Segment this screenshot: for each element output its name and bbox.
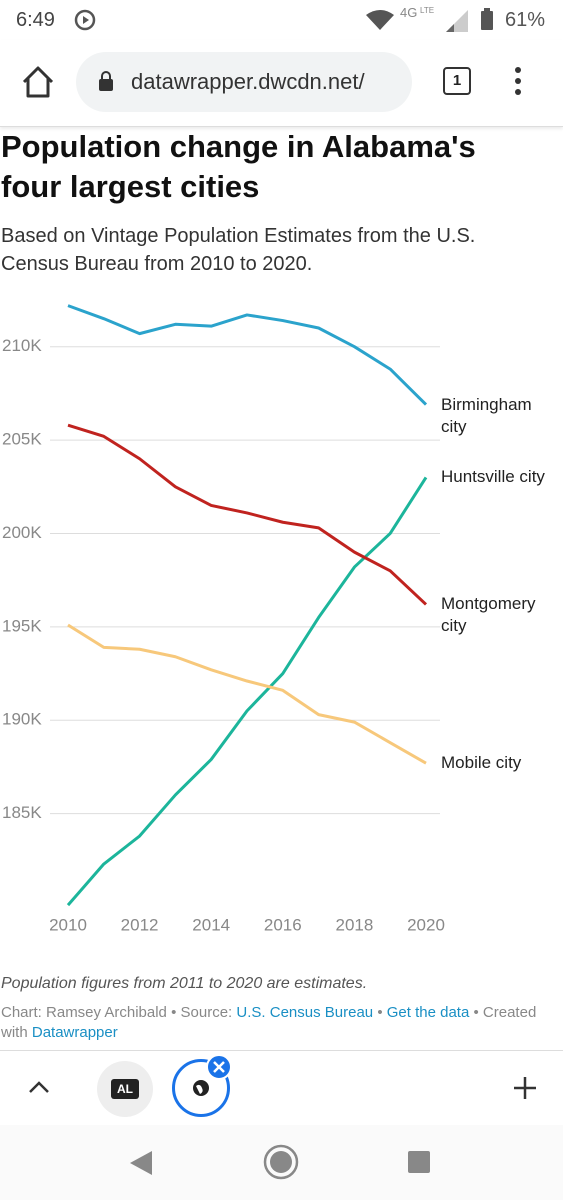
network: 4G: [400, 5, 418, 20]
home-button[interactable]: [20, 64, 56, 100]
recents-button[interactable]: [407, 1150, 431, 1174]
globe-icon: [193, 1080, 209, 1096]
created-link[interactable]: Datawrapper: [31, 1024, 118, 1041]
x-tick-label: 2016: [264, 915, 302, 934]
chart-title: Population change in Alabama's four larg…: [1, 129, 476, 204]
cast-icon: [74, 9, 96, 31]
tab-count: 1: [452, 72, 462, 89]
active-tab[interactable]: [172, 1059, 230, 1117]
separator: •: [171, 1004, 177, 1021]
line-label: Mobile city: [441, 753, 522, 773]
nav-bar: [0, 1125, 563, 1200]
network-sub: LTE: [420, 6, 435, 15]
x-tick-label: 2014: [192, 915, 230, 934]
line: [66, 476, 428, 907]
chart: 185K 190K 195K 200K 205K 210K 2010 2012 2014 2016…: [2, 304, 445, 934]
tab-logo: AL: [111, 1079, 139, 1099]
x-tick-label: 2010: [49, 915, 87, 934]
separator: •: [377, 1004, 383, 1021]
tab-thumb[interactable]: AL: [97, 1061, 153, 1117]
y-tick-label: 195K: [2, 616, 42, 635]
expand-button[interactable]: [28, 1079, 50, 1095]
status-bar: 6:49 4G LTE 61%: [0, 0, 563, 40]
close-tab[interactable]: [206, 1054, 232, 1080]
source-label: Source:: [180, 1004, 233, 1021]
y-tick-label: 200K: [2, 523, 42, 542]
y-tick-label: 185K: [2, 803, 42, 822]
tab-bar: AL: [0, 1050, 563, 1126]
data-link[interactable]: Get the data: [386, 1004, 470, 1021]
y-tick-label: 190K: [2, 710, 42, 729]
y-tick-label: 205K: [2, 430, 42, 449]
lock-icon: [99, 71, 113, 91]
menu-button[interactable]: [510, 66, 526, 98]
separator: •: [473, 1004, 479, 1021]
battery-level: 61%: [505, 9, 546, 31]
created-label: Created with: [1, 1004, 537, 1041]
line: [67, 304, 428, 406]
new-tab[interactable]: [512, 1075, 538, 1101]
x-tick-label: 2020: [407, 915, 445, 934]
credits: Chart: Ramsey Archibald • Source: U.S. C…: [1, 1003, 546, 1043]
x-tick-label: 2012: [121, 915, 159, 934]
credit: Chart: Ramsey Archibald: [1, 1004, 167, 1021]
clock: 6:49: [16, 9, 55, 31]
wifi-icon: [366, 10, 394, 30]
source-link[interactable]: U.S. Census Bureau: [236, 1004, 374, 1021]
chart-note: Population figures from 2011 to 2020 are…: [1, 975, 368, 992]
x-tick-label: 2018: [335, 915, 373, 934]
line: [67, 423, 428, 606]
url: datawrapper.dwcdn.net/: [131, 69, 365, 94]
line: [67, 623, 427, 765]
chart-subtitle: Based on Vintage Population Estimates fr…: [1, 225, 476, 275]
signal-icon: [446, 10, 468, 32]
line-label: Birmingham city: [441, 394, 532, 436]
line-label: Montgomery city: [441, 594, 536, 636]
line-label: Huntsville city: [441, 467, 545, 487]
address-bar[interactable]: datawrapper.dwcdn.net/: [76, 52, 412, 112]
y-tick-label: 210K: [2, 336, 42, 355]
tab-switcher[interactable]: 1: [443, 67, 471, 95]
back-button[interactable]: [128, 1149, 154, 1177]
browser-toolbar: datawrapper.dwcdn.net/ 1: [0, 40, 563, 127]
home-nav-button[interactable]: [263, 1144, 299, 1180]
battery-icon: [481, 8, 493, 30]
